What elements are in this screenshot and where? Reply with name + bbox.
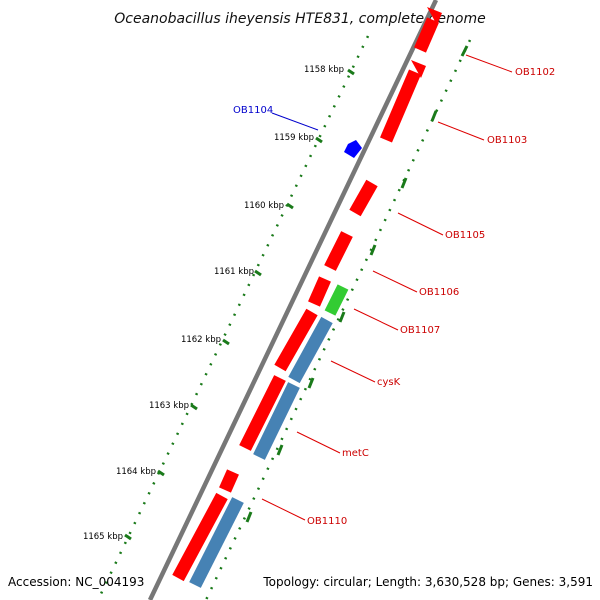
inner-ring-tick bbox=[400, 177, 408, 189]
tick-mark bbox=[286, 202, 294, 210]
tick-label: 1165 kbp bbox=[83, 532, 123, 542]
leader-line bbox=[437, 121, 485, 141]
label-leaders bbox=[261, 54, 513, 521]
tick-mark bbox=[157, 469, 165, 477]
gene-metc-track[interactable] bbox=[253, 382, 300, 460]
inner-ring-tick bbox=[369, 244, 377, 256]
leader-line bbox=[372, 270, 418, 293]
leader-line bbox=[353, 308, 399, 331]
gene-cysk[interactable] bbox=[274, 308, 318, 372]
gene-cysk-track[interactable] bbox=[288, 316, 333, 384]
map-title: Oceanobacillus iheyensis HTE831, complet… bbox=[114, 11, 485, 27]
tick-label: 1161 kbp bbox=[214, 267, 254, 277]
inner-ring-tick bbox=[245, 511, 253, 523]
leader-line bbox=[330, 360, 376, 383]
gene-label-ob1106[interactable]: OB1106 bbox=[419, 287, 459, 298]
inner-ring-tick bbox=[338, 311, 346, 323]
tick-mark bbox=[315, 136, 323, 144]
gene-ob1105[interactable] bbox=[349, 179, 378, 217]
gene-ob1106[interactable] bbox=[324, 231, 353, 271]
scale-rings bbox=[96, 35, 472, 600]
gene-ob1103-arrowhead bbox=[411, 60, 426, 78]
gene-ob1110-track[interactable] bbox=[189, 497, 244, 588]
leader-line bbox=[271, 112, 319, 131]
gene-label-ob1105[interactable]: OB1105 bbox=[445, 230, 485, 241]
leader-line bbox=[261, 498, 306, 521]
inner-ring-tick bbox=[430, 110, 438, 122]
tick-mark bbox=[190, 403, 198, 411]
tick-mark bbox=[222, 338, 230, 346]
inner-scale-ring bbox=[204, 39, 472, 600]
tick-label: 1160 kbp bbox=[244, 201, 284, 211]
gene-ob1103[interactable] bbox=[380, 69, 421, 143]
gene-label-cysk[interactable]: cysK bbox=[377, 377, 401, 388]
leader-line bbox=[465, 54, 513, 73]
gene-labels: OB1102 OB1103 OB1104 OB1105 OB1106 OB110… bbox=[233, 67, 555, 527]
tick-label: 1162 kbp bbox=[181, 335, 221, 345]
gene-ob1107-rna[interactable] bbox=[324, 284, 349, 316]
gene-ob1102[interactable] bbox=[414, 17, 439, 53]
inner-ring-tick bbox=[276, 444, 284, 456]
topology-text: Topology: circular; Length: 3,630,528 bp… bbox=[262, 575, 593, 589]
reverse-strand-features bbox=[189, 316, 333, 588]
tick-mark bbox=[124, 533, 132, 541]
tick-mark bbox=[347, 68, 355, 76]
gene-label-metc[interactable]: metC bbox=[342, 448, 369, 459]
accession-text: Accession: NC_004193 bbox=[8, 575, 144, 589]
gene-label-ob1103[interactable]: OB1103 bbox=[487, 135, 527, 146]
leader-line bbox=[296, 431, 341, 454]
gene-ob1104[interactable] bbox=[344, 140, 362, 158]
scale-ticks: 1158 kbp 1159 kbp 1160 kbp 1161 kbp 1162… bbox=[83, 65, 355, 542]
tick-mark bbox=[254, 269, 262, 277]
inner-ring-tick bbox=[460, 45, 469, 57]
gene-ob1111[interactable] bbox=[172, 492, 228, 582]
leader-line bbox=[397, 212, 444, 236]
gene-ob1110[interactable] bbox=[219, 469, 239, 493]
tick-label: 1158 kbp bbox=[304, 65, 344, 75]
gene-ob1107[interactable] bbox=[308, 276, 331, 307]
inner-ring-tick bbox=[307, 377, 315, 389]
genome-backbone bbox=[147, 0, 439, 600]
tick-label: 1159 kbp bbox=[274, 133, 314, 143]
gene-label-ob1104[interactable]: OB1104 bbox=[233, 105, 273, 116]
gene-label-ob1110[interactable]: OB1110 bbox=[307, 516, 347, 527]
tick-label: 1164 kbp bbox=[116, 467, 156, 477]
gene-label-ob1102[interactable]: OB1102 bbox=[515, 67, 555, 78]
tick-label: 1163 kbp bbox=[149, 401, 189, 411]
gene-metc[interactable] bbox=[239, 375, 286, 451]
forward-strand-features bbox=[172, 7, 442, 582]
gene-ob1102-arrowhead bbox=[427, 7, 442, 25]
gene-label-ob1107[interactable]: OB1107 bbox=[400, 325, 440, 336]
